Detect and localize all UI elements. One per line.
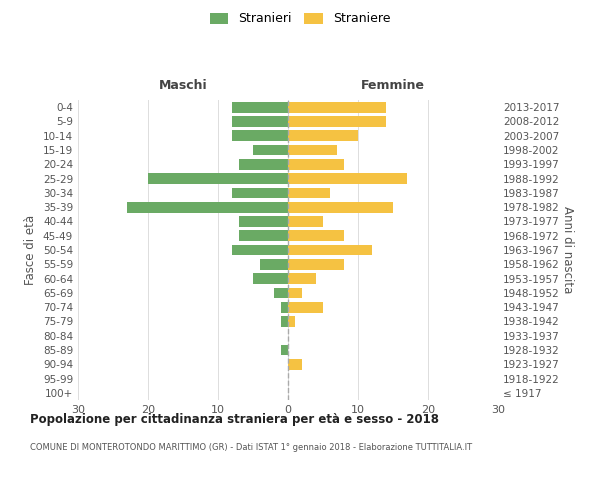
Bar [288,130,358,141]
Y-axis label: Anni di nascita: Anni di nascita [560,206,574,294]
Bar [288,288,302,298]
Bar [239,216,288,227]
Bar [288,116,386,127]
Bar [288,302,323,312]
Bar [239,159,288,170]
Bar [288,102,386,113]
Text: Femmine: Femmine [361,80,425,92]
Bar [288,173,407,184]
Text: Popolazione per cittadinanza straniera per età e sesso - 2018: Popolazione per cittadinanza straniera p… [30,412,439,426]
Bar [232,244,288,256]
Bar [288,230,344,241]
Bar [288,202,393,212]
Bar [288,273,316,284]
Bar [239,230,288,241]
Bar [148,173,288,184]
Text: COMUNE DI MONTEROTONDO MARITTIMO (GR) - Dati ISTAT 1° gennaio 2018 - Elaborazion: COMUNE DI MONTEROTONDO MARITTIMO (GR) - … [30,442,472,452]
Bar [288,259,344,270]
Bar [253,273,288,284]
Legend: Stranieri, Straniere: Stranieri, Straniere [206,8,394,29]
Bar [232,102,288,113]
Bar [253,144,288,156]
Bar [288,316,295,327]
Y-axis label: Fasce di età: Fasce di età [25,215,37,285]
Bar [288,216,323,227]
Bar [288,359,302,370]
Bar [127,202,288,212]
Bar [281,302,288,312]
Bar [232,188,288,198]
Bar [232,130,288,141]
Bar [260,259,288,270]
Bar [274,288,288,298]
Bar [288,144,337,156]
Bar [281,344,288,356]
Bar [288,188,330,198]
Bar [288,244,372,256]
Bar [232,116,288,127]
Text: Maschi: Maschi [158,80,208,92]
Bar [281,316,288,327]
Bar [288,159,344,170]
